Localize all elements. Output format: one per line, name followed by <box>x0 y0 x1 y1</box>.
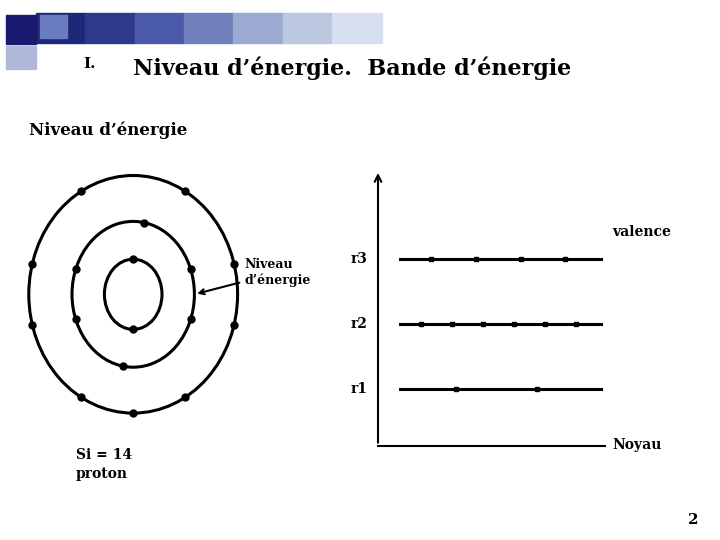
Text: r3: r3 <box>351 252 367 266</box>
Bar <box>184 14 233 43</box>
Text: valence: valence <box>612 225 671 239</box>
Bar <box>135 14 184 43</box>
Text: Niveau d’énergie.  Bande d’énergie: Niveau d’énergie. Bande d’énergie <box>133 57 572 80</box>
Text: I.: I. <box>83 57 95 71</box>
Text: Niveau d’énergie: Niveau d’énergie <box>29 122 187 139</box>
Bar <box>6 46 36 69</box>
Bar <box>332 14 382 43</box>
Text: r1: r1 <box>350 382 367 396</box>
Text: r2: r2 <box>351 317 367 331</box>
Bar <box>233 14 283 43</box>
Bar <box>6 15 36 44</box>
Bar <box>40 15 67 38</box>
Text: 2: 2 <box>688 512 698 526</box>
Text: Niveau
d’énergie: Niveau d’énergie <box>199 259 311 294</box>
Bar <box>86 14 135 43</box>
Bar <box>283 14 332 43</box>
Text: Si = 14
proton: Si = 14 proton <box>76 448 132 481</box>
Bar <box>36 14 86 43</box>
Text: Noyau: Noyau <box>612 438 662 453</box>
